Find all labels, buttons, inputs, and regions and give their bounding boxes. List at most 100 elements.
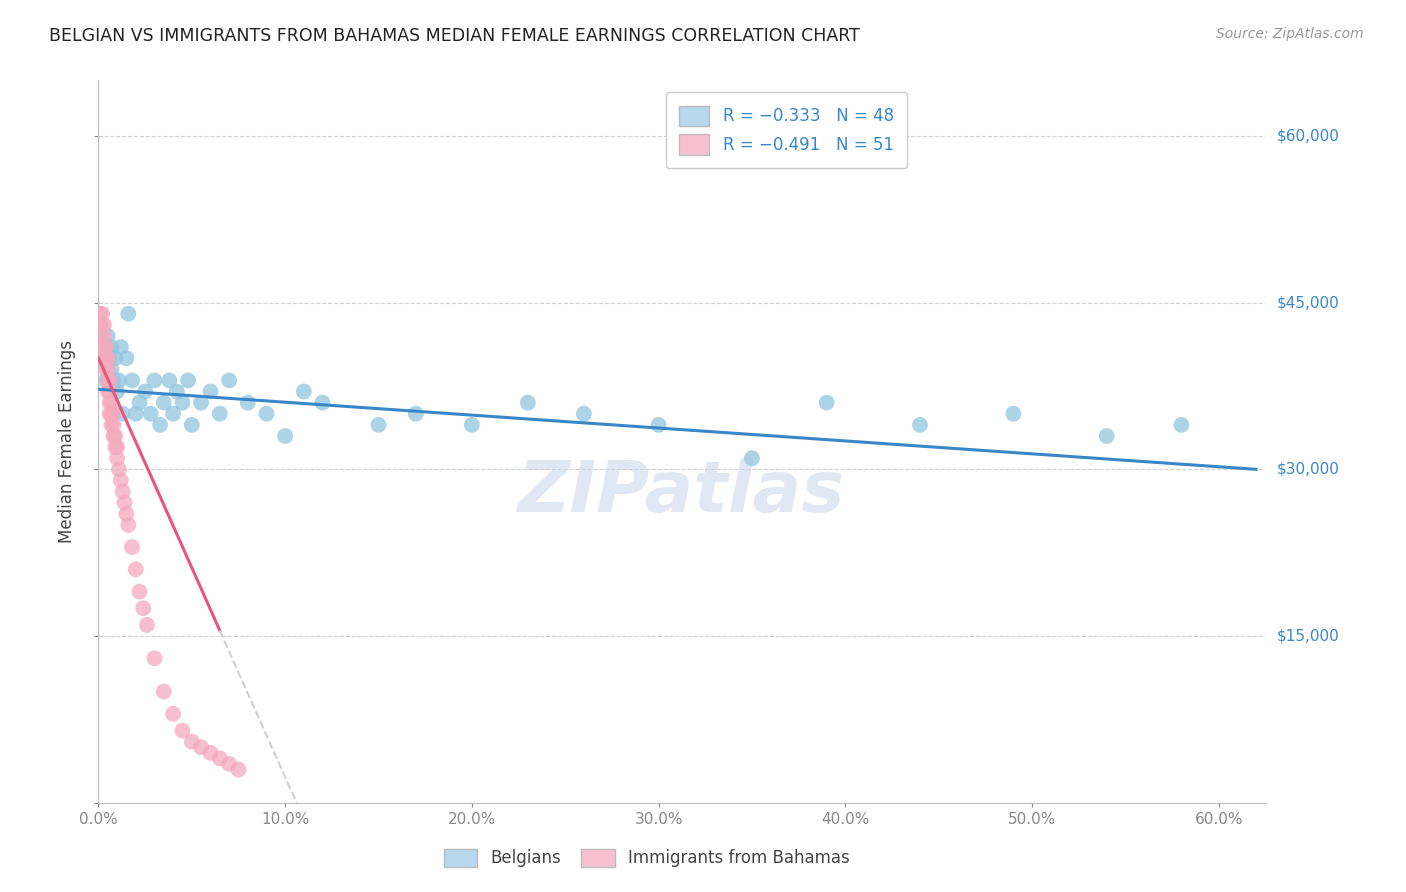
Point (572, 407, 595, 421)
Point (98, 384, 121, 399)
Point (104, 429, 127, 443)
Point (100, 417, 122, 432)
Point (157, 373, 180, 387)
Point (108, 462, 131, 476)
Point (121, 373, 143, 387)
Point (274, 429, 297, 443)
Point (1095, 429, 1118, 443)
Point (208, 751, 231, 765)
Text: Source: ZipAtlas.com: Source: ZipAtlas.com (1216, 27, 1364, 41)
Point (208, 407, 231, 421)
Point (132, 601, 155, 615)
Point (152, 395, 174, 409)
Point (111, 407, 134, 421)
Point (166, 384, 188, 399)
Point (162, 706, 184, 721)
Point (200, 384, 222, 399)
Point (125, 407, 148, 421)
Point (236, 395, 259, 409)
Point (89, 318, 111, 332)
Point (128, 395, 150, 409)
Point (405, 407, 427, 421)
Point (115, 507, 138, 521)
Point (103, 429, 125, 443)
Point (98, 351, 121, 366)
Point (741, 451, 763, 466)
Point (815, 395, 838, 409)
Point (114, 496, 136, 510)
Point (105, 384, 128, 399)
Text: $30,000: $30,000 (1277, 462, 1340, 477)
Point (172, 723, 194, 738)
Point (228, 763, 250, 777)
Point (105, 440, 128, 454)
Point (172, 395, 194, 409)
Point (105, 451, 128, 466)
Point (93, 329, 115, 343)
Point (100, 407, 122, 421)
Point (292, 384, 315, 399)
Point (190, 395, 212, 409)
Point (110, 340, 132, 354)
Point (117, 307, 139, 321)
Text: BELGIAN VS IMMIGRANTS FROM BAHAMAS MEDIAN FEMALE EARNINGS CORRELATION CHART: BELGIAN VS IMMIGRANTS FROM BAHAMAS MEDIA… (49, 27, 860, 45)
Point (117, 517, 139, 532)
Point (190, 740, 212, 755)
Point (256, 407, 278, 421)
Point (139, 407, 162, 421)
Point (98, 373, 121, 387)
Point (97, 362, 120, 376)
Point (89, 307, 111, 321)
Point (97, 329, 120, 343)
Point (104, 351, 127, 366)
Point (97, 384, 120, 399)
Point (143, 373, 166, 387)
Point (143, 651, 166, 665)
Point (1170, 417, 1192, 432)
Point (94, 362, 117, 376)
Point (97, 373, 120, 387)
Point (218, 373, 240, 387)
Point (461, 417, 484, 432)
Point (91, 307, 114, 321)
Point (180, 734, 202, 748)
Point (647, 417, 669, 432)
Point (98, 395, 121, 409)
Point (94, 351, 117, 366)
Point (93, 340, 115, 354)
Point (152, 684, 174, 698)
Point (218, 756, 240, 771)
Point (177, 373, 200, 387)
Point (125, 562, 148, 576)
Point (200, 746, 222, 760)
Point (180, 417, 202, 432)
Point (104, 440, 127, 454)
Point (93, 351, 115, 366)
Point (100, 395, 122, 409)
Point (100, 340, 122, 354)
Point (91, 318, 114, 332)
Text: $60,000: $60,000 (1277, 128, 1340, 144)
Point (91, 329, 114, 343)
Point (162, 407, 184, 421)
Point (94, 373, 117, 387)
Point (121, 540, 143, 554)
Point (111, 484, 134, 499)
Point (110, 474, 132, 488)
Point (98, 407, 121, 421)
Legend: Belgians, Immigrants from Bahamas: Belgians, Immigrants from Bahamas (437, 842, 856, 874)
Text: ZIPatlas: ZIPatlas (519, 458, 845, 526)
Point (115, 351, 138, 366)
Point (108, 373, 131, 387)
Point (103, 373, 125, 387)
Point (516, 395, 538, 409)
Point (103, 407, 125, 421)
Y-axis label: Median Female Earnings: Median Female Earnings (58, 340, 76, 543)
Point (97, 351, 120, 366)
Point (367, 417, 389, 432)
Point (136, 618, 159, 632)
Point (128, 584, 150, 599)
Text: $45,000: $45,000 (1277, 295, 1340, 310)
Text: $15,000: $15,000 (1277, 629, 1340, 643)
Point (1002, 407, 1025, 421)
